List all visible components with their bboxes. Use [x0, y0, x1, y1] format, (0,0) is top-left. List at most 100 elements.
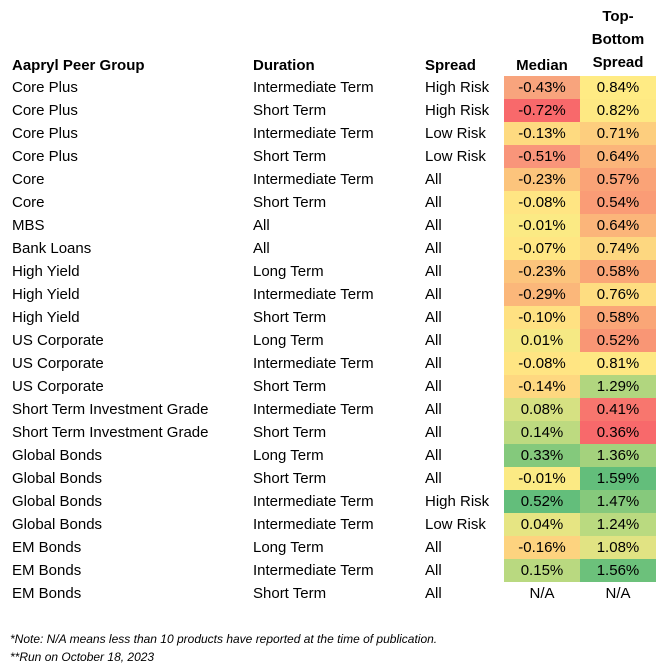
cell-peer-group: High Yield	[12, 309, 80, 326]
cell-median: -0.10%	[504, 306, 580, 329]
cell-spread: All	[425, 378, 442, 395]
table-row: Global Bonds Intermediate Term High Risk 0.…	[8, 490, 656, 513]
cell-spread: All	[425, 424, 442, 441]
cell-median: -0.08%	[504, 191, 580, 214]
cell-top-bottom-spread: 0.76%	[580, 283, 656, 306]
cell-duration: Long Term	[253, 539, 324, 556]
table-row: US Corporate Short Term All -0.14% 1.29%	[8, 375, 656, 398]
cell-duration: Intermediate Term	[253, 171, 374, 188]
cell-top-bottom-spread: 0.58%	[580, 260, 656, 283]
cell-peer-group: Bank Loans	[12, 240, 92, 257]
cell-peer-group: Core Plus	[12, 102, 78, 119]
cell-spread: All	[425, 217, 442, 234]
cell-top-bottom-spread: 0.36%	[580, 421, 656, 444]
cell-duration: Long Term	[253, 263, 324, 280]
cell-top-bottom-spread: 1.36%	[580, 444, 656, 467]
table-row: Core Plus Short Term High Risk -0.72% 0.82%	[8, 99, 656, 122]
cell-spread: All	[425, 263, 442, 280]
cell-top-bottom-spread: 0.52%	[580, 329, 656, 352]
cell-spread: All	[425, 401, 442, 418]
cell-top-bottom-spread: 0.71%	[580, 122, 656, 145]
cell-median: -0.07%	[504, 237, 580, 260]
cell-top-bottom-spread: 1.56%	[580, 559, 656, 582]
table-row: Core Plus Intermediate Term Low Risk -0.13%…	[8, 122, 656, 145]
cell-spread: High Risk	[425, 493, 490, 510]
footnote-na: *Note: N/A means less than 10 products h…	[10, 632, 438, 646]
cell-peer-group: Global Bonds	[12, 493, 103, 510]
cell-spread: Low Risk	[425, 516, 486, 533]
cell-duration: Intermediate Term	[253, 286, 374, 303]
cell-duration: Intermediate Term	[253, 79, 374, 96]
cell-duration: Short Term	[253, 309, 327, 326]
cell-peer-group: Short Term Investment Grade	[12, 424, 209, 441]
cell-top-bottom-spread: 0.64%	[580, 214, 656, 237]
cell-duration: Short Term	[253, 470, 327, 487]
table-row: High Yield Intermediate Term All -0.29% 0.76…	[8, 283, 656, 306]
footnote-run-date: **Run on October 18, 2023	[10, 650, 155, 664]
cell-median: -0.14%	[504, 375, 580, 398]
cell-top-bottom-spread: 0.54%	[580, 191, 656, 214]
header-spread: Spread	[425, 57, 476, 74]
table-row: Short Term Investment Grade Intermediate …	[8, 398, 656, 421]
cell-top-bottom-spread: 0.64%	[580, 145, 656, 168]
cell-median: -0.16%	[504, 536, 580, 559]
cell-spread: All	[425, 585, 442, 602]
cell-spread: High Risk	[425, 102, 490, 119]
cell-duration: Long Term	[253, 447, 324, 464]
cell-duration: Short Term	[253, 424, 327, 441]
cell-spread: All	[425, 240, 442, 257]
cell-peer-group: Core Plus	[12, 79, 78, 96]
table-row: MBS All All -0.01% 0.64%	[8, 214, 656, 237]
header-tbs-line: Spread	[592, 54, 644, 71]
cell-duration: Intermediate Term	[253, 516, 374, 533]
cell-duration: Short Term	[253, 585, 327, 602]
cell-top-bottom-spread: 1.47%	[580, 490, 656, 513]
table-row: Global Bonds Intermediate Term Low Risk 0.0…	[8, 513, 656, 536]
header-tbs-line: Bottom	[591, 31, 645, 48]
cell-median: -0.23%	[504, 260, 580, 283]
cell-duration: Short Term	[253, 194, 327, 211]
cell-median: -0.29%	[504, 283, 580, 306]
table-row: EM Bonds Long Term All -0.16% 1.08%	[8, 536, 656, 559]
cell-duration: All	[253, 217, 270, 234]
cell-median: 0.52%	[504, 490, 580, 513]
cell-top-bottom-spread: 1.08%	[580, 536, 656, 559]
table-row: High Yield Short Term All -0.10% 0.58%	[8, 306, 656, 329]
cell-peer-group: EM Bonds	[12, 539, 82, 556]
cell-spread: All	[425, 286, 442, 303]
cell-duration: Intermediate Term	[253, 401, 374, 418]
cell-peer-group: High Yield	[12, 263, 80, 280]
cell-spread: All	[425, 562, 442, 579]
cell-spread: Low Risk	[425, 148, 486, 165]
cell-top-bottom-spread: 1.29%	[580, 375, 656, 398]
peer-group-table: Aapryl Peer Group Duration Spread Median…	[8, 4, 656, 605]
cell-median: 0.15%	[504, 559, 580, 582]
cell-spread: All	[425, 355, 442, 372]
table-row: US Corporate Intermediate Term All -0.08% 0.…	[8, 352, 656, 375]
table-row: Core Plus Intermediate Term High Risk -0.43…	[8, 76, 656, 99]
cell-top-bottom-spread: 1.59%	[580, 467, 656, 490]
cell-spread: All	[425, 332, 442, 349]
cell-duration: Intermediate Term	[253, 125, 374, 142]
cell-spread: All	[425, 171, 442, 188]
table-row: EM Bonds Intermediate Term All 0.15% 1.56%	[8, 559, 656, 582]
cell-median: 0.14%	[504, 421, 580, 444]
cell-peer-group: US Corporate	[12, 332, 104, 349]
cell-spread: All	[425, 539, 442, 556]
cell-peer-group: Short Term Investment Grade	[12, 401, 209, 418]
cell-duration: Intermediate Term	[253, 355, 374, 372]
header-top-bottom-spread: Top- Bottom Spread	[580, 4, 656, 76]
cell-spread: High Risk	[425, 79, 490, 96]
cell-peer-group: Global Bonds	[12, 470, 103, 487]
cell-peer-group: Core Plus	[12, 148, 78, 165]
cell-peer-group: Global Bonds	[12, 516, 103, 533]
cell-median: N/A	[504, 582, 580, 605]
table-row: US Corporate Long Term All 0.01% 0.52%	[8, 329, 656, 352]
table-row: Short Term Investment Grade Short Term All…	[8, 421, 656, 444]
cell-peer-group: Core	[12, 194, 45, 211]
table-body: Core Plus Intermediate Term High Risk -0.43…	[8, 76, 656, 605]
cell-peer-group: US Corporate	[12, 378, 104, 395]
cell-duration: Short Term	[253, 378, 327, 395]
cell-median: -0.08%	[504, 352, 580, 375]
